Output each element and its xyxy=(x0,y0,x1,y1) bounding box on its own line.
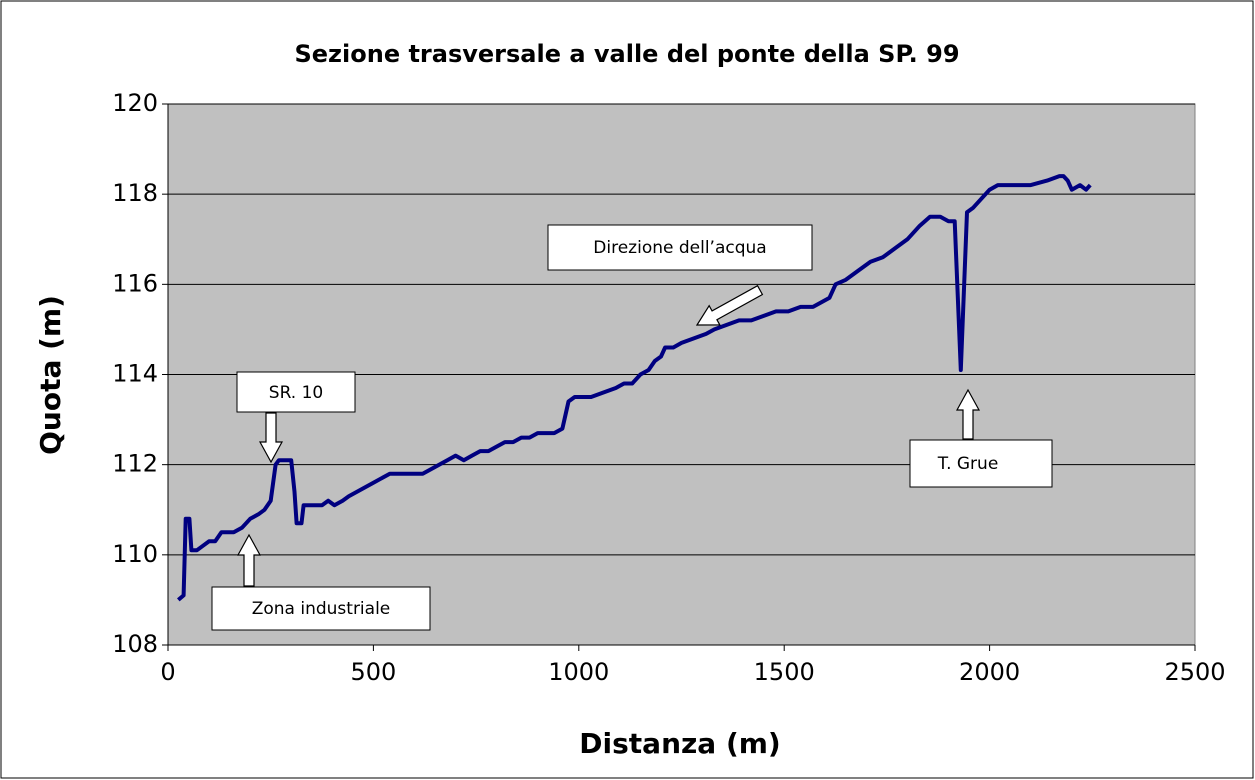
annotation-box xyxy=(211,586,431,631)
annotation: T. Grue xyxy=(937,454,999,474)
y-axis-label: Quota (m) xyxy=(34,295,67,455)
arrow xyxy=(258,412,284,464)
annotation: SR. 10 xyxy=(269,383,323,403)
chart-title: Sezione trasversale a valle del ponte de… xyxy=(294,40,959,68)
x-tick-label: 1500 xyxy=(754,658,815,686)
annotation: Direzione dell’acqua xyxy=(593,238,766,258)
x-axis-label: Distanza (m) xyxy=(579,727,780,760)
data-line xyxy=(177,174,1092,602)
arrow xyxy=(695,284,764,326)
y-tick-label: 108 xyxy=(112,630,158,658)
arrow xyxy=(955,388,981,440)
arrow xyxy=(236,533,262,587)
y-tick-label: 112 xyxy=(112,450,158,478)
x-tick-label: 2000 xyxy=(959,658,1020,686)
y-tick-label: 120 xyxy=(112,89,158,117)
annotation-box xyxy=(547,224,813,271)
annotation-box xyxy=(909,439,1053,488)
y-tick-label: 114 xyxy=(112,360,158,388)
x-tick-label: 500 xyxy=(350,658,396,686)
y-tick-label: 118 xyxy=(112,179,158,207)
x-tick-label: 0 xyxy=(160,658,175,686)
x-tick-label: 2500 xyxy=(1164,658,1225,686)
annotations: SR. 10 Zona industriale Direzione dell’a… xyxy=(211,224,1053,631)
annotation: Zona industriale xyxy=(252,599,391,619)
y-tick-label: 110 xyxy=(112,540,158,568)
y-tick-label: 116 xyxy=(112,269,158,297)
x-tick-label: 1000 xyxy=(548,658,609,686)
annotation-box xyxy=(236,371,356,413)
